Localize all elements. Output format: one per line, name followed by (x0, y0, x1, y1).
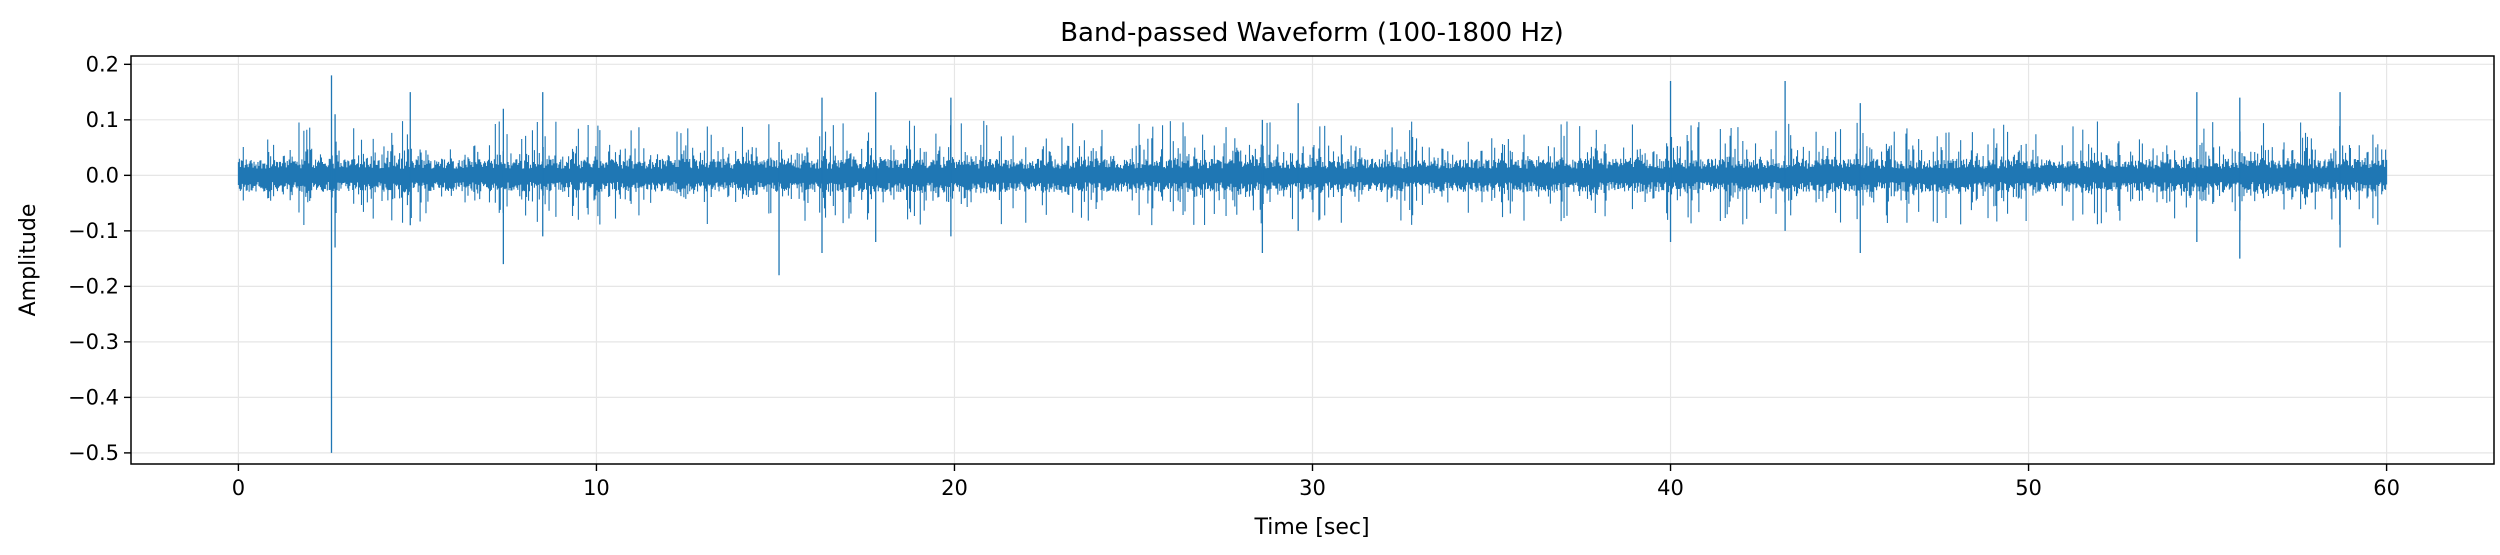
x-tick-label: 50 (2015, 476, 2042, 500)
y-axis: 0.2 0.1 0.0 −0.1 −0.2 −0.3 −0.4 −0.5 (68, 52, 131, 465)
x-axis: 0 10 20 30 40 50 60 (232, 464, 2400, 500)
x-tick-label: 10 (583, 476, 610, 500)
y-tick-label: −0.1 (68, 219, 119, 243)
y-tick-label: 0.1 (86, 108, 119, 132)
x-tick-label: 0 (232, 476, 245, 500)
y-tick-label: 0.0 (86, 163, 119, 187)
y-tick-label: −0.3 (68, 330, 119, 354)
y-tick-label: 0.2 (86, 52, 119, 76)
x-tick-label: 60 (2373, 476, 2400, 500)
x-tick-label: 20 (941, 476, 968, 500)
x-axis-title: Time [sec] (1253, 515, 1369, 540)
y-tick-label: −0.5 (68, 441, 119, 465)
series-layer (237, 75, 2388, 453)
x-tick-label: 40 (1657, 476, 1684, 500)
y-axis-title: Amplitude (16, 204, 41, 317)
y-tick-label: −0.2 (68, 274, 119, 298)
x-tick-label: 30 (1299, 476, 1326, 500)
y-tick-label: −0.4 (68, 385, 119, 409)
chart-title: Band-passed Waveform (100-1800 Hz) (1060, 18, 1564, 48)
